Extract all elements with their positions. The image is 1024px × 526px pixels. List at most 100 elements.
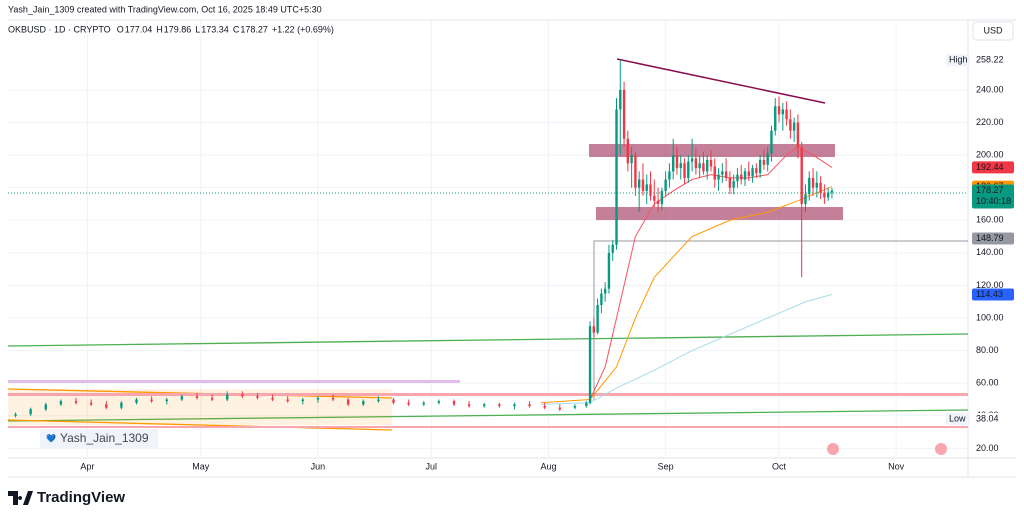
candle-body bbox=[210, 397, 214, 400]
candle-body bbox=[180, 396, 184, 400]
legend-change: +1.22 (+0.69%) bbox=[272, 24, 334, 34]
candle-body bbox=[513, 404, 516, 407]
candle-body bbox=[800, 146, 803, 204]
level bbox=[8, 393, 968, 396]
candle-body bbox=[377, 399, 380, 402]
candle-body bbox=[422, 402, 425, 405]
candle-body bbox=[467, 404, 471, 407]
candle-body bbox=[558, 407, 562, 410]
heart-icon: 💙 bbox=[46, 434, 56, 443]
candle-body bbox=[721, 171, 724, 175]
currency-button[interactable] bbox=[972, 21, 1014, 41]
candle-body bbox=[736, 174, 739, 182]
price-label-tag bbox=[946, 412, 970, 425]
legend-label: H bbox=[156, 24, 163, 34]
x-tick-label: Apr bbox=[80, 461, 94, 471]
legend-value: 178.27 bbox=[240, 24, 268, 34]
candle-body bbox=[660, 190, 664, 204]
candle-body bbox=[135, 399, 138, 403]
candle-body bbox=[195, 396, 199, 398]
logo-mark bbox=[8, 491, 33, 505]
candle-body bbox=[407, 402, 410, 405]
candle-body bbox=[668, 171, 671, 180]
price-label: 192.44 bbox=[976, 162, 1004, 172]
y-tick-label: 200.00 bbox=[976, 149, 1004, 159]
candle-body bbox=[785, 109, 788, 120]
candle-body bbox=[641, 179, 645, 191]
candle-body bbox=[717, 174, 720, 180]
candle-body bbox=[634, 155, 637, 188]
candle-body bbox=[762, 159, 766, 165]
candle-body bbox=[528, 404, 531, 407]
candle-body bbox=[687, 161, 690, 178]
y-tick-label: 160.00 bbox=[976, 215, 1004, 225]
y-tick-label: 140.00 bbox=[976, 247, 1004, 257]
candle-body bbox=[59, 401, 63, 405]
candle-body bbox=[766, 153, 769, 165]
candle-body bbox=[619, 89, 622, 110]
price-label-box bbox=[972, 161, 1014, 174]
candle-body bbox=[811, 177, 815, 188]
candle-body bbox=[271, 397, 274, 400]
candle-body bbox=[105, 404, 108, 408]
candle-body bbox=[585, 402, 588, 407]
candle-body bbox=[603, 288, 607, 294]
y-tick-label: 80.00 bbox=[976, 345, 999, 355]
x-tick-label: Nov bbox=[888, 461, 905, 471]
candle-body bbox=[622, 89, 626, 139]
candle-body bbox=[543, 406, 546, 408]
candle-body bbox=[120, 402, 123, 408]
candle-body bbox=[301, 399, 305, 402]
x-tick-label: Jun bbox=[311, 461, 326, 471]
y-tick-label: 240.00 bbox=[976, 84, 1004, 94]
candle-body bbox=[74, 401, 78, 403]
candle-body bbox=[653, 195, 656, 201]
candle-body bbox=[706, 159, 709, 172]
candle-body bbox=[656, 200, 660, 204]
candle-body bbox=[804, 194, 807, 204]
candle-body bbox=[331, 397, 335, 400]
candle-body bbox=[724, 171, 728, 178]
logo: TradingView bbox=[8, 489, 125, 506]
price-label-box bbox=[972, 54, 1014, 67]
candle-body bbox=[683, 163, 686, 178]
candle-body bbox=[740, 174, 743, 180]
event-icon[interactable] bbox=[827, 443, 839, 455]
moving-average bbox=[540, 294, 833, 405]
y-tick-label: 120.00 bbox=[976, 280, 1004, 290]
level bbox=[8, 426, 968, 428]
countdown: 10:40:18 bbox=[976, 196, 1011, 206]
candle-body bbox=[611, 244, 614, 253]
candle-body bbox=[600, 293, 603, 305]
y-tick-label: 20.00 bbox=[976, 443, 999, 453]
price-label-box bbox=[972, 288, 1014, 301]
candle-body bbox=[241, 394, 244, 397]
candle-body bbox=[592, 326, 596, 333]
candle-body bbox=[709, 159, 713, 167]
event-icon[interactable] bbox=[935, 443, 947, 455]
candle-body bbox=[29, 409, 32, 415]
price-label-box bbox=[972, 184, 1014, 209]
trendline bbox=[7, 333, 969, 347]
candle-body bbox=[664, 179, 667, 191]
legend-value: 173.34 bbox=[201, 24, 229, 34]
x-tick-label: Oct bbox=[772, 461, 787, 471]
candle-body bbox=[781, 109, 785, 115]
candle-body bbox=[649, 184, 652, 196]
candle-body bbox=[747, 171, 750, 177]
price-label-box bbox=[972, 232, 1014, 245]
candle-body bbox=[256, 396, 259, 398]
legend-label: L bbox=[195, 24, 200, 34]
currency[interactable]: USD bbox=[983, 25, 1003, 35]
candle-body bbox=[758, 159, 762, 174]
candle-body bbox=[671, 155, 675, 172]
price-label: 148.79 bbox=[976, 233, 1004, 243]
candle-body bbox=[44, 404, 47, 410]
candle-body bbox=[675, 155, 679, 169]
candle-body bbox=[362, 401, 365, 405]
candle-body bbox=[645, 184, 648, 191]
candle-body bbox=[774, 106, 777, 131]
watermark-box bbox=[40, 429, 158, 449]
